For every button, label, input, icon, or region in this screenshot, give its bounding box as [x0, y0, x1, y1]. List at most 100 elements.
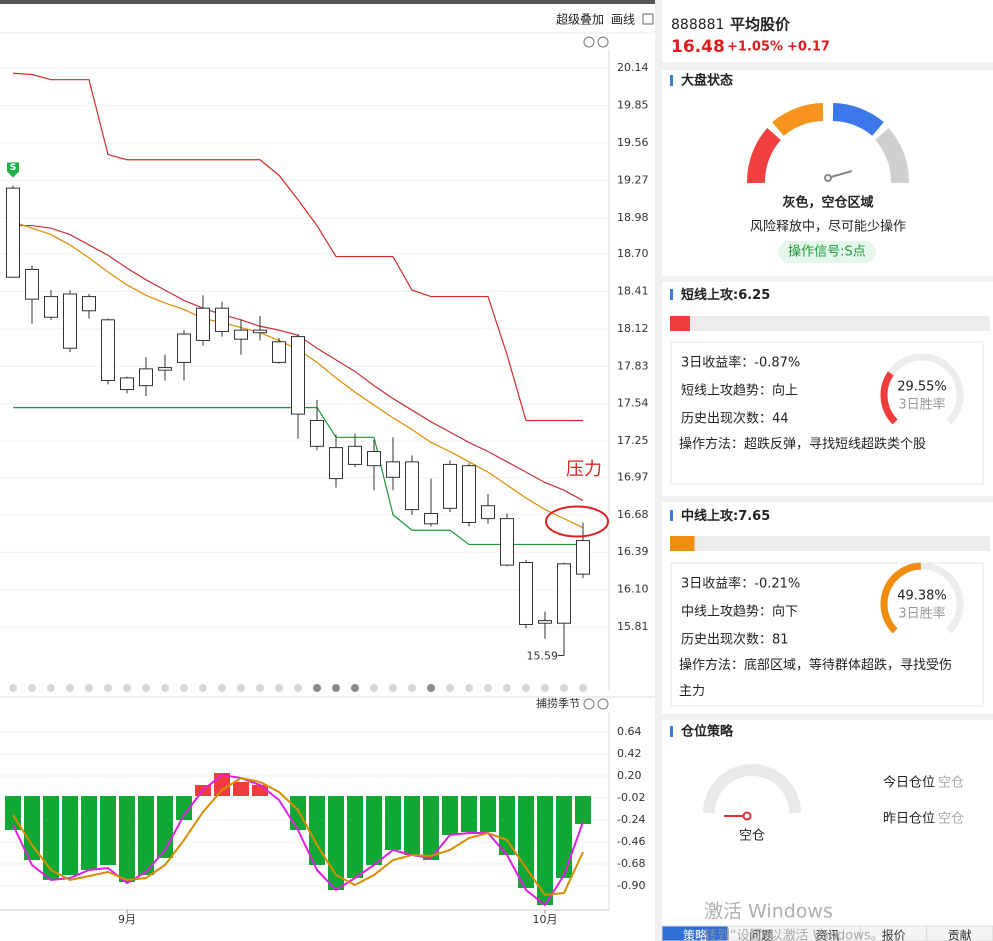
candle-body — [348, 445, 362, 465]
candle-body — [519, 562, 533, 625]
settings-icon[interactable] — [583, 698, 595, 710]
close-icon[interactable] — [597, 36, 609, 48]
section-marker — [670, 510, 673, 521]
settings-icon[interactable] — [583, 36, 595, 48]
score: 7.65 — [738, 509, 770, 524]
x-tick-label: 9月 — [118, 913, 136, 926]
y-tick-label: 18.70 — [617, 247, 649, 260]
market-desc: 风险释放中，尽可能少操作 — [750, 219, 906, 235]
section-marker — [670, 75, 673, 86]
candle-body — [576, 540, 590, 575]
section-marker — [670, 289, 673, 300]
y-tick-label: -0.24 — [617, 813, 645, 826]
page-dot — [28, 684, 36, 692]
y-tick-label: 0.64 — [617, 725, 642, 738]
bar — [309, 796, 325, 865]
page-dot — [332, 684, 340, 692]
candle-body — [367, 450, 381, 467]
page-dot — [237, 684, 245, 692]
candle-body — [253, 329, 267, 334]
page-dot — [256, 684, 264, 692]
bar — [328, 796, 344, 890]
market-signal: 操作信号:S点 — [788, 244, 866, 260]
section-title: 中线上攻:7.65 — [681, 508, 770, 524]
candle-body — [443, 463, 457, 509]
y-tick-label: 17.83 — [617, 359, 649, 372]
bar — [138, 796, 154, 875]
y-tick-label: -0.46 — [617, 835, 645, 848]
bar — [518, 796, 534, 888]
page-dot — [465, 684, 473, 692]
score-bar — [670, 536, 695, 551]
panel-divider — [655, 0, 662, 941]
y-tick-label: 19.85 — [617, 99, 649, 112]
watermark: 激活 Windows — [704, 901, 833, 923]
candle-body — [6, 187, 20, 278]
bar — [81, 796, 97, 870]
indicator-title: 捕捞季节 — [536, 696, 580, 710]
section-gap — [662, 276, 993, 282]
change: +0.17 — [787, 40, 830, 55]
annotation-ellipse — [545, 505, 609, 538]
page-dot — [66, 684, 74, 692]
candle-body — [139, 368, 153, 387]
page-dot — [503, 684, 511, 692]
page-dot — [522, 684, 530, 692]
y-tick-label: -0.68 — [617, 857, 645, 870]
page-dot — [427, 684, 435, 692]
y-tick-label: 16.97 — [617, 470, 649, 483]
page-dot — [199, 684, 207, 692]
bar — [499, 796, 515, 855]
section-gap — [662, 714, 993, 720]
y-tick-label: 16.68 — [617, 508, 649, 521]
overlay-button[interactable]: 超级叠加 — [556, 12, 604, 27]
draw-button[interactable]: 画线 — [611, 13, 635, 27]
candle-body — [405, 461, 419, 511]
close-icon[interactable] — [597, 698, 609, 710]
page-dot — [313, 684, 321, 692]
candle-body — [120, 377, 134, 391]
page-dot — [275, 684, 283, 692]
candle-body — [462, 465, 476, 523]
score-track — [670, 536, 990, 551]
market-gauge — [747, 103, 909, 184]
candle-body — [424, 512, 438, 525]
today-value: 空仓 — [938, 776, 964, 791]
signal-pill — [778, 241, 876, 263]
chart-area: 20.14 19.85 19.56 19.27 18.98 18.70 18.41 18.12… — [0, 61, 649, 926]
info-method: 操作方法：超跌反弹，寻找短线超跌类个股 — [679, 437, 926, 452]
candle-body — [538, 620, 552, 624]
page-dot — [351, 684, 359, 692]
tab-label: 贡献 — [948, 928, 972, 941]
page-dot — [123, 684, 131, 692]
candle-body — [481, 505, 495, 520]
tab-bar: 策略 问题 资讯 报价 贡献 — [661, 925, 993, 941]
win-title: 3日胜率 — [898, 397, 945, 413]
bar — [385, 796, 401, 850]
y-tick-label: 16.39 — [617, 545, 649, 558]
y-tick-label: 16.10 — [617, 583, 649, 596]
bar — [537, 796, 553, 905]
page-dot — [180, 684, 188, 692]
top-border — [0, 0, 660, 4]
low-label: 15.59 — [527, 649, 559, 662]
label: 中线上攻: — [681, 508, 738, 524]
section-marker — [670, 726, 673, 737]
y-tick-label: 20.14 — [617, 61, 649, 74]
tab-label: 问题 — [749, 929, 773, 941]
layout-icon[interactable] — [642, 13, 654, 25]
stock-name: 平均股价 — [730, 16, 791, 34]
candle-body — [557, 563, 571, 624]
page-dot — [446, 684, 454, 692]
candle-body — [196, 307, 210, 341]
tab-label: 资讯 — [815, 929, 839, 941]
y-tick-label: 0.20 — [617, 769, 642, 782]
candle-body — [234, 329, 248, 340]
bar — [24, 796, 40, 860]
bar — [43, 796, 59, 880]
bar — [176, 796, 192, 820]
candle-body — [101, 319, 115, 381]
candle-body — [310, 420, 324, 447]
page-dot — [161, 684, 169, 692]
